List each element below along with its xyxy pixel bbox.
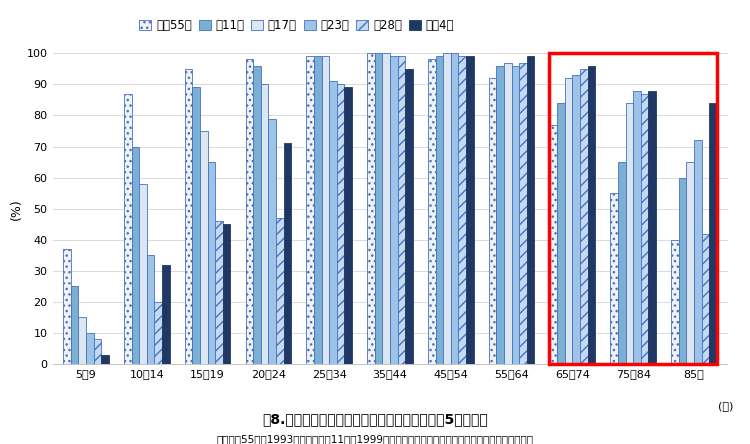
Bar	[322, 56, 329, 364]
Bar	[131, 147, 140, 364]
Bar	[344, 87, 352, 364]
Bar	[405, 69, 412, 364]
Bar	[557, 103, 565, 364]
Bar	[375, 53, 382, 364]
Bar	[314, 56, 322, 364]
Bar	[390, 56, 398, 364]
Bar	[276, 218, 284, 364]
Bar	[512, 66, 519, 364]
Bar	[626, 103, 633, 364]
Bar	[702, 234, 709, 364]
Bar	[63, 249, 70, 364]
Text: 図8.う歯を持つ者の割合の年次推移（永久歯：5歳以上）: 図8.う歯を持つ者の割合の年次推移（永久歯：5歳以上）	[262, 412, 488, 427]
Bar	[580, 69, 588, 364]
Bar	[192, 87, 200, 364]
Bar	[671, 240, 679, 364]
Bar	[565, 78, 572, 364]
Y-axis label: (%): (%)	[10, 198, 22, 219]
Bar	[261, 84, 268, 364]
Bar	[337, 84, 344, 364]
Bar	[94, 339, 101, 364]
Bar	[466, 56, 473, 364]
Bar	[550, 125, 557, 364]
Bar	[245, 59, 254, 364]
Bar	[458, 56, 466, 364]
Bar	[398, 56, 405, 364]
Bar	[382, 53, 390, 364]
Bar	[679, 178, 686, 364]
Bar	[428, 59, 436, 364]
Bar	[215, 221, 223, 364]
Bar	[284, 143, 291, 364]
Bar	[70, 286, 78, 364]
Bar	[572, 75, 580, 364]
Bar	[208, 162, 215, 364]
Bar	[694, 140, 702, 364]
Bar	[504, 63, 512, 364]
Bar	[223, 224, 230, 364]
Bar	[496, 66, 504, 364]
Bar	[307, 56, 314, 364]
Bar	[519, 63, 526, 364]
Bar	[368, 53, 375, 364]
Bar	[489, 78, 496, 364]
Bar	[86, 333, 94, 364]
Bar	[686, 162, 694, 364]
Bar	[443, 53, 451, 364]
Bar	[124, 94, 131, 364]
Bar	[710, 103, 717, 364]
Bar	[633, 91, 640, 364]
Bar	[78, 317, 86, 364]
Bar	[101, 355, 109, 364]
Bar	[610, 193, 618, 364]
Text: (歳): (歳)	[718, 401, 734, 412]
Bar	[200, 131, 208, 364]
Bar	[184, 69, 192, 364]
Bar	[526, 56, 535, 364]
Bar	[162, 265, 170, 364]
Bar	[254, 66, 261, 364]
Bar	[147, 255, 154, 364]
Text: 注）平成55年（1993年）以前、平11年（1999年）以降では、それぞれ未処置歯の診断基準が異なる: 注）平成55年（1993年）以前、平11年（1999年）以降では、それぞれ未処置…	[217, 435, 533, 444]
Bar	[588, 66, 596, 364]
Bar	[640, 94, 649, 364]
Bar	[436, 56, 443, 364]
Bar	[451, 53, 458, 364]
Bar	[268, 119, 276, 364]
Bar	[329, 81, 337, 364]
Bar	[618, 162, 626, 364]
Bar	[649, 91, 656, 364]
Bar	[154, 302, 162, 364]
Legend: 平成55年, 平11年, 平17年, 平23年, 平28年, 令和4年: 平成55年, 平11年, 平17年, 平23年, 平28年, 令和4年	[140, 19, 454, 32]
Bar	[140, 184, 147, 364]
